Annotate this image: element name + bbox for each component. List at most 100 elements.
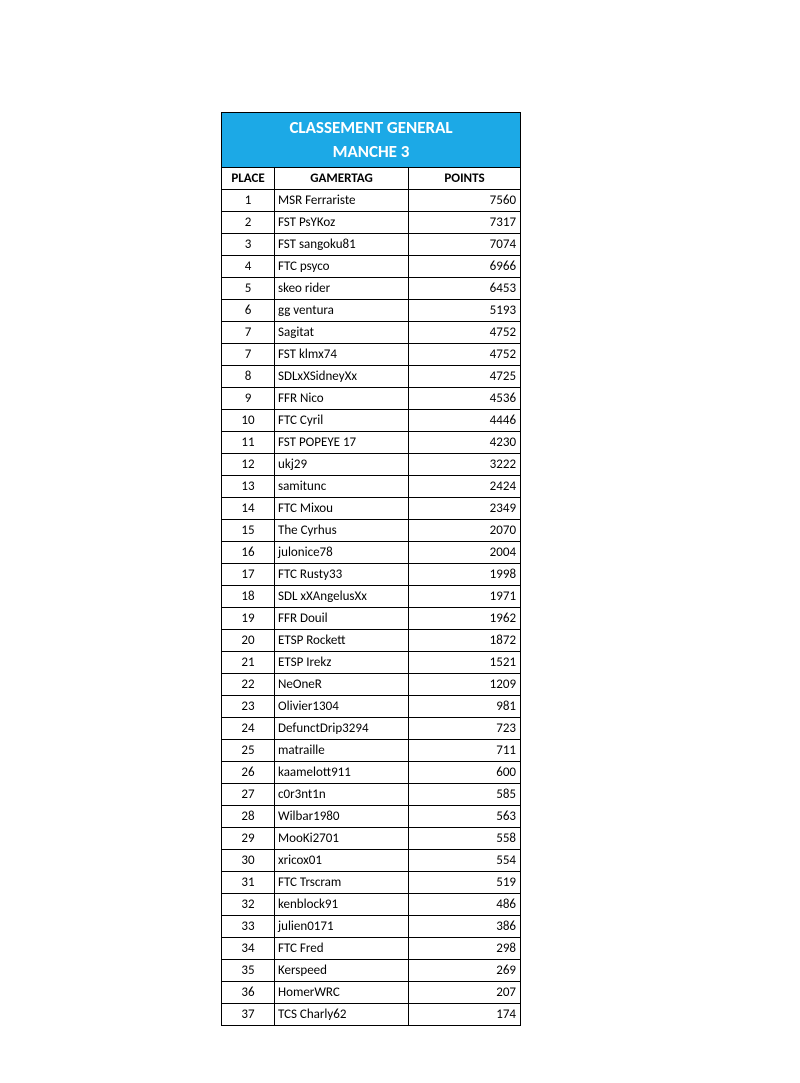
cell-gamertag: matraille bbox=[275, 740, 409, 762]
cell-place: 6 bbox=[222, 300, 275, 322]
cell-place: 3 bbox=[222, 234, 275, 256]
table-row: 11FST POPEYE 174230 bbox=[222, 432, 521, 454]
cell-points: 269 bbox=[409, 960, 521, 982]
cell-place: 29 bbox=[222, 828, 275, 850]
cell-gamertag: FFR Nico bbox=[275, 388, 409, 410]
table-row: 19FFR Douil1962 bbox=[222, 608, 521, 630]
cell-points: 554 bbox=[409, 850, 521, 872]
cell-points: 2070 bbox=[409, 520, 521, 542]
cell-points: 2004 bbox=[409, 542, 521, 564]
cell-place: 7 bbox=[222, 322, 275, 344]
cell-gamertag: HomerWRC bbox=[275, 982, 409, 1004]
cell-place: 7 bbox=[222, 344, 275, 366]
cell-points: 600 bbox=[409, 762, 521, 784]
cell-gamertag: FTC psyco bbox=[275, 256, 409, 278]
cell-points: 4446 bbox=[409, 410, 521, 432]
ranking-table-container: CLASSEMENT GENERAL MANCHE 3 PLACE GAMERT… bbox=[221, 112, 520, 1026]
cell-place: 19 bbox=[222, 608, 275, 630]
cell-place: 25 bbox=[222, 740, 275, 762]
cell-points: 4536 bbox=[409, 388, 521, 410]
table-row: 32kenblock91486 bbox=[222, 894, 521, 916]
table-row: 12ukj293222 bbox=[222, 454, 521, 476]
table-row: 29MooKi2701558 bbox=[222, 828, 521, 850]
cell-place: 10 bbox=[222, 410, 275, 432]
cell-points: 4230 bbox=[409, 432, 521, 454]
table-row: 4FTC psyco6966 bbox=[222, 256, 521, 278]
cell-points: 1962 bbox=[409, 608, 521, 630]
cell-gamertag: MSR Ferrariste bbox=[275, 190, 409, 212]
table-row: 8SDLxXSidneyXx4725 bbox=[222, 366, 521, 388]
table-row: 14FTC Mixou2349 bbox=[222, 498, 521, 520]
cell-points: 486 bbox=[409, 894, 521, 916]
cell-place: 23 bbox=[222, 696, 275, 718]
table-row: 25matraille711 bbox=[222, 740, 521, 762]
cell-gamertag: TCS Charly62 bbox=[275, 1004, 409, 1026]
cell-points: 2349 bbox=[409, 498, 521, 520]
table-row: 30xricox01554 bbox=[222, 850, 521, 872]
table-row: 9FFR Nico4536 bbox=[222, 388, 521, 410]
cell-points: 558 bbox=[409, 828, 521, 850]
cell-place: 18 bbox=[222, 586, 275, 608]
table-title-line1: CLASSEMENT GENERAL bbox=[222, 113, 521, 141]
table-body: 1MSR Ferrariste75602FST PsYKoz73173FST s… bbox=[222, 190, 521, 1026]
cell-place: 2 bbox=[222, 212, 275, 234]
cell-place: 32 bbox=[222, 894, 275, 916]
cell-gamertag: FTC Fred bbox=[275, 938, 409, 960]
table-row: 1MSR Ferrariste7560 bbox=[222, 190, 521, 212]
cell-place: 8 bbox=[222, 366, 275, 388]
cell-gamertag: FST POPEYE 17 bbox=[275, 432, 409, 454]
col-header-points: POINTS bbox=[409, 168, 521, 190]
cell-points: 585 bbox=[409, 784, 521, 806]
table-title-row-2: MANCHE 3 bbox=[222, 140, 521, 168]
cell-gamertag: Olivier1304 bbox=[275, 696, 409, 718]
table-row: 7Sagitat4752 bbox=[222, 322, 521, 344]
cell-points: 207 bbox=[409, 982, 521, 1004]
cell-gamertag: FTC Rusty33 bbox=[275, 564, 409, 586]
cell-gamertag: NeOneR bbox=[275, 674, 409, 696]
cell-gamertag: ETSP Rockett bbox=[275, 630, 409, 652]
table-row: 28Wilbar1980563 bbox=[222, 806, 521, 828]
cell-gamertag: ukj29 bbox=[275, 454, 409, 476]
cell-gamertag: c0r3nt1n bbox=[275, 784, 409, 806]
cell-gamertag: xricox01 bbox=[275, 850, 409, 872]
cell-points: 5193 bbox=[409, 300, 521, 322]
table-row: 18SDL xXAngelusXx1971 bbox=[222, 586, 521, 608]
cell-place: 31 bbox=[222, 872, 275, 894]
table-title-line2: MANCHE 3 bbox=[222, 140, 521, 168]
cell-gamertag: FFR Douil bbox=[275, 608, 409, 630]
table-row: 10FTC Cyril4446 bbox=[222, 410, 521, 432]
cell-place: 1 bbox=[222, 190, 275, 212]
cell-points: 6966 bbox=[409, 256, 521, 278]
cell-place: 9 bbox=[222, 388, 275, 410]
cell-gamertag: MooKi2701 bbox=[275, 828, 409, 850]
cell-gamertag: SDLxXSidneyXx bbox=[275, 366, 409, 388]
table-row: 20ETSP Rockett1872 bbox=[222, 630, 521, 652]
cell-gamertag: FTC Cyril bbox=[275, 410, 409, 432]
table-row: 6gg ventura5193 bbox=[222, 300, 521, 322]
col-header-gamertag: GAMERTAG bbox=[275, 168, 409, 190]
cell-points: 7560 bbox=[409, 190, 521, 212]
cell-gamertag: FTC Mixou bbox=[275, 498, 409, 520]
cell-points: 3222 bbox=[409, 454, 521, 476]
cell-points: 1521 bbox=[409, 652, 521, 674]
table-row: 3FST sangoku817074 bbox=[222, 234, 521, 256]
cell-gamertag: DefunctDrip3294 bbox=[275, 718, 409, 740]
table-row: 35Kerspeed269 bbox=[222, 960, 521, 982]
cell-place: 34 bbox=[222, 938, 275, 960]
table-row: 2FST PsYKoz7317 bbox=[222, 212, 521, 234]
cell-place: 11 bbox=[222, 432, 275, 454]
cell-points: 1971 bbox=[409, 586, 521, 608]
cell-place: 14 bbox=[222, 498, 275, 520]
table-row: 26kaamelott911600 bbox=[222, 762, 521, 784]
table-row: 33julien0171386 bbox=[222, 916, 521, 938]
table-row: 7FST klmx744752 bbox=[222, 344, 521, 366]
table-row: 23Olivier1304981 bbox=[222, 696, 521, 718]
cell-gamertag: gg ventura bbox=[275, 300, 409, 322]
cell-points: 4752 bbox=[409, 322, 521, 344]
cell-place: 4 bbox=[222, 256, 275, 278]
cell-gamertag: Kerspeed bbox=[275, 960, 409, 982]
table-row: 37TCS Charly62174 bbox=[222, 1004, 521, 1026]
table-row: 21ETSP Irekz1521 bbox=[222, 652, 521, 674]
cell-place: 15 bbox=[222, 520, 275, 542]
cell-points: 1209 bbox=[409, 674, 521, 696]
